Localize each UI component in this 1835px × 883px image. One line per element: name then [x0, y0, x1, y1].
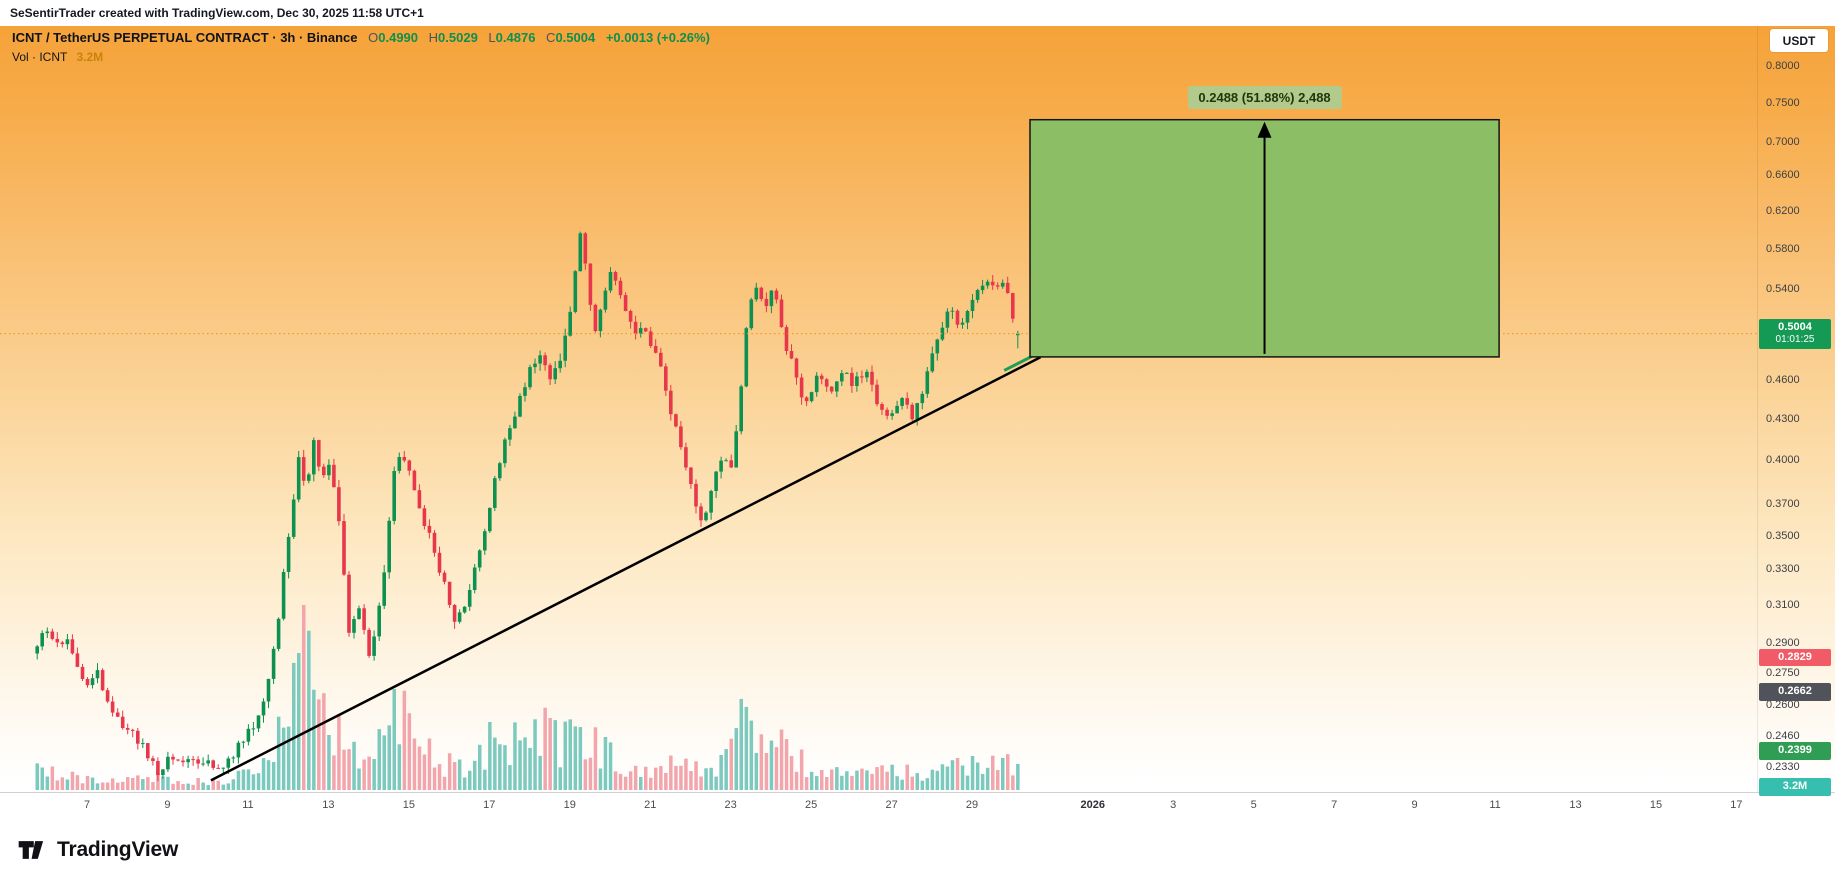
time-tick: 17	[1730, 799, 1743, 811]
tradingview-logo[interactable]: TradingView	[16, 834, 178, 866]
volume-badge: 3.2M	[1759, 778, 1831, 796]
price-level-badge-gray: 0.2662	[1759, 683, 1831, 702]
price-tick: 0.8000	[1766, 60, 1800, 72]
price-tick: 0.5400	[1766, 283, 1800, 296]
price-scale[interactable]: 0.8000 0.7500 0.7000 0.6600 0.6200 0.5800 0.54…	[1757, 0, 1835, 883]
ascending-trendline[interactable]	[210, 356, 1042, 782]
price-tick: 0.2750	[1766, 666, 1800, 679]
time-tick: 13	[322, 799, 335, 811]
price-tick: 0.2330	[1766, 761, 1800, 773]
time-tick: 29	[965, 799, 979, 811]
legend-volume-row[interactable]: Vol · ICNT 3.2M	[12, 49, 710, 65]
price-tick: 0.3500	[1766, 529, 1800, 542]
current-price-badge: 0.5004 01:01:25	[1759, 318, 1831, 349]
price-tick: 0.2900	[1766, 636, 1800, 649]
low-key: L	[488, 30, 496, 45]
high-key: H	[428, 30, 439, 45]
candle-countdown: 01:01:25	[1775, 334, 1815, 346]
volume-bars	[35, 605, 1020, 790]
time-tick: 19	[563, 799, 576, 811]
time-tick: 11	[1489, 799, 1501, 811]
change-value: +0.0013 (+0.26%)	[605, 30, 710, 45]
legend-symbol-row[interactable]: ICNT / TetherUS PERPETUAL CONTRACT · 3h …	[12, 29, 710, 47]
chart-legend: ICNT / TetherUS PERPETUAL CONTRACT · 3h …	[12, 29, 710, 65]
time-tick: 17	[483, 799, 496, 811]
price-tick: 0.7500	[1766, 96, 1800, 109]
time-tick: 25	[805, 799, 818, 811]
measurement-arrow	[1257, 121, 1272, 354]
time-tick: 9	[1411, 799, 1418, 811]
price-range-label[interactable]: 0.2488 (51.88%) 2,488	[1187, 85, 1342, 109]
price-level-badge-red: 0.2829	[1759, 648, 1831, 667]
price-tick: 0.2600	[1766, 698, 1800, 711]
price-level-badge-green: 0.2399	[1759, 742, 1831, 761]
time-tick: 7	[83, 799, 91, 811]
close-key: C	[546, 30, 556, 45]
price-tick: 0.4600	[1766, 374, 1800, 387]
volume-label: Vol · ICNT	[12, 49, 68, 64]
price-tick: 0.4000	[1766, 453, 1800, 466]
open-value: 0.4990	[378, 30, 419, 45]
close-value: 0.5004	[555, 30, 596, 45]
price-tick: 0.7000	[1766, 135, 1800, 148]
time-tick: 15	[402, 799, 415, 811]
time-tick: 3	[1170, 799, 1177, 811]
currency-toggle-button[interactable]: USDT	[1770, 29, 1828, 52]
candles	[35, 231, 1020, 782]
time-tick: 21	[644, 799, 657, 811]
price-tick: 0.2460	[1766, 730, 1800, 743]
time-tick: 5	[1250, 799, 1257, 811]
price-tick: 0.6600	[1766, 169, 1800, 182]
price-tick: 0.6200	[1766, 204, 1800, 217]
attribution-bar: SeSentirTrader created with TradingView.…	[0, 0, 1835, 26]
price-tick: 0.3700	[1766, 498, 1800, 511]
time-tick: 13	[1569, 799, 1582, 811]
volume-value: 3.2M	[76, 49, 104, 64]
time-axis-separator	[0, 792, 1835, 793]
high-value: 0.5029	[438, 30, 478, 45]
price-tick: 0.3100	[1766, 598, 1800, 611]
price-tick: 0.3300	[1766, 563, 1800, 576]
low-value: 0.4876	[495, 30, 536, 45]
price-tick: 0.5800	[1766, 242, 1800, 255]
tradingview-logo-text: TradingView	[57, 838, 179, 861]
time-tick: 7	[1331, 799, 1338, 811]
time-tick: 15	[1649, 799, 1663, 811]
symbol-title[interactable]: ICNT / TetherUS PERPETUAL CONTRACT · 3h …	[12, 30, 358, 45]
attribution-text: SeSentirTrader created with TradingView.…	[10, 6, 424, 20]
time-tick: 11	[242, 799, 254, 811]
time-tick: 27	[885, 799, 898, 811]
time-tick: 23	[724, 799, 737, 811]
chart-background	[0, 26, 1835, 883]
price-scale-separator	[1757, 26, 1758, 792]
open-key: O	[368, 30, 379, 45]
time-tick: 9	[164, 799, 171, 811]
time-tick: 2026	[1080, 799, 1105, 811]
tradingview-logo-icon	[18, 841, 44, 859]
price-tick: 0.4300	[1766, 412, 1800, 425]
